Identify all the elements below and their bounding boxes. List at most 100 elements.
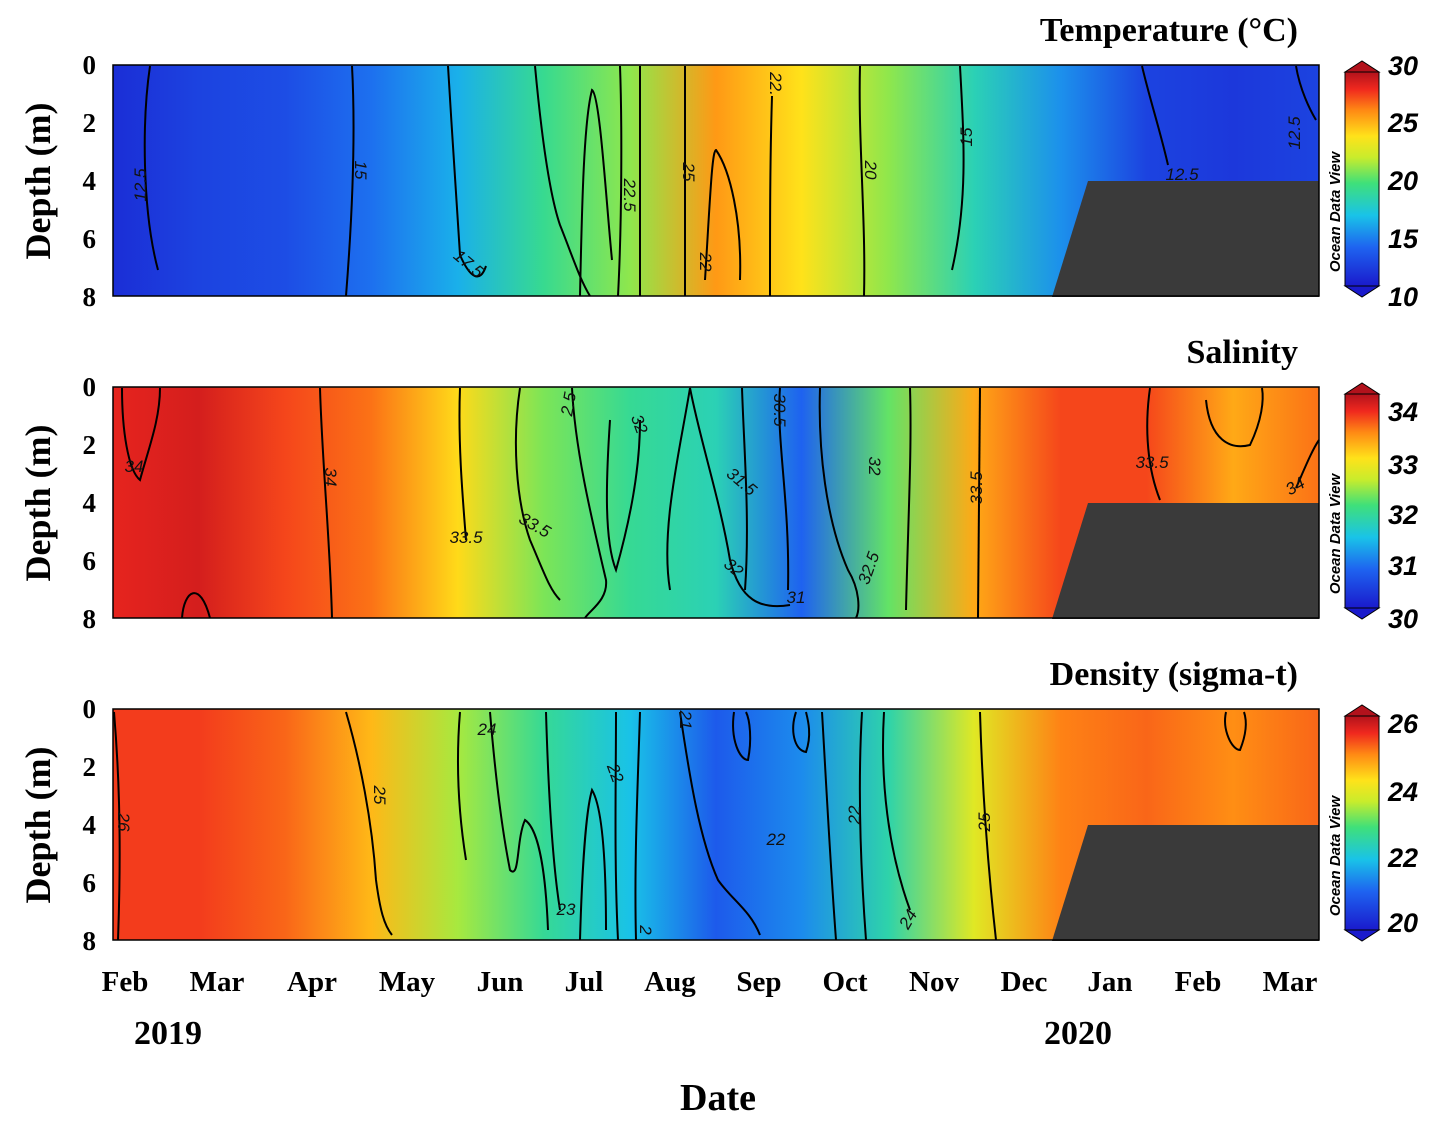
x-tick-label: Nov	[909, 966, 959, 998]
x-tick-label: Oct	[822, 966, 867, 998]
x-tick-label: Sep	[736, 966, 781, 998]
contour-label: 22	[766, 830, 786, 849]
contour-lines	[113, 711, 1247, 941]
x-tick-label: Mar	[190, 966, 245, 998]
contour-label: 12.5	[1285, 116, 1304, 150]
contour-labels: 12.5 15 17.5 22.5 25 22 22. 20 15 12.5 1…	[131, 71, 1304, 282]
contour-label: 21	[676, 710, 695, 730]
contour-label: 25	[975, 812, 994, 832]
colorbar: Ocean Data View 30 25 20 15 10	[1327, 51, 1419, 312]
contour-label: 22.5	[620, 177, 639, 212]
contour-lines	[143, 65, 1317, 297]
y-tick-label: 0	[83, 694, 97, 724]
year-label: 2020	[1044, 1015, 1112, 1052]
colorbar-tick-label: 30	[1388, 604, 1418, 634]
panel-title: Salinity	[1187, 334, 1298, 371]
contour-label: 15	[351, 161, 370, 180]
x-tick-label: Feb	[1175, 966, 1222, 998]
colorbar-tick-label: 34	[1388, 397, 1418, 427]
panel-density: Density (sigma-t) 26 25 24 23 22	[18, 656, 1419, 956]
plot-frame	[112, 386, 1320, 619]
contour-label: 32	[865, 457, 884, 476]
contour-label: 25	[679, 162, 698, 182]
panel-temperature: Temperature (°C) 12.5 15 17.5 22.5 25 22	[18, 12, 1419, 312]
x-tick-label: Dec	[1001, 966, 1048, 998]
contour-lines	[121, 387, 1320, 619]
no-data-region	[1052, 825, 1319, 941]
y-tick-label: 4	[83, 810, 97, 840]
contour-label: 26	[114, 812, 133, 832]
x-tick-label: Jul	[565, 966, 604, 998]
contour-label: 12.5	[131, 168, 150, 202]
contour-label: 22	[845, 805, 864, 825]
y-axis: 0 2 4 6 8 Depth (m)	[18, 50, 96, 312]
colorbar-tick-label: 20	[1387, 166, 1418, 196]
x-tick-label: Mar	[1263, 966, 1318, 998]
contour-label: 33.5	[1135, 453, 1169, 472]
y-axis: 0 2 4 6 8 Depth (m)	[18, 372, 96, 634]
colorbar-tick-label: 31	[1388, 551, 1418, 581]
contour-label: 24	[477, 720, 497, 739]
contour-label: 31	[787, 588, 806, 607]
no-data-region	[1052, 503, 1319, 619]
contour-label: 33.5	[967, 471, 986, 505]
year-label: 2019	[134, 1015, 202, 1052]
y-tick-label: 2	[83, 430, 97, 460]
y-axis-label: Depth (m)	[18, 425, 58, 582]
contour-label: 2	[636, 924, 655, 935]
y-tick-label: 6	[83, 546, 97, 576]
y-tick-label: 6	[83, 224, 97, 254]
y-tick-label: 4	[83, 166, 97, 196]
y-tick-label: 6	[83, 868, 97, 898]
x-tick-label: Jun	[477, 966, 524, 998]
no-data-region	[1052, 181, 1319, 297]
contour-label: 22	[696, 252, 715, 272]
y-tick-label: 0	[83, 372, 97, 402]
contour-labels: 26 25 24 23 22 21 22 22 25 24 2	[114, 710, 994, 936]
y-axis-label: Depth (m)	[18, 747, 58, 904]
colorbar-watermark: Ocean Data View	[1327, 151, 1344, 273]
panel-title: Temperature (°C)	[1040, 12, 1298, 49]
x-tick-label: May	[379, 966, 436, 998]
contour-label: 22.	[766, 71, 785, 96]
colorbar: Ocean Data View 34 33 32 31 30	[1327, 382, 1418, 634]
x-tick-label: Feb	[102, 966, 149, 998]
y-tick-label: 8	[83, 926, 97, 956]
colorbar-tick-label: 30	[1388, 51, 1418, 81]
y-tick-label: 2	[83, 108, 97, 138]
y-tick-label: 4	[83, 488, 97, 518]
plot-frame	[112, 64, 1320, 297]
y-tick-label: 0	[83, 50, 97, 80]
contour-label: 30.5	[770, 393, 789, 427]
colorbar-tick-label: 32	[1388, 500, 1418, 530]
contour-label: 12.5	[1165, 165, 1199, 184]
y-tick-label: 8	[83, 282, 97, 312]
y-tick-label: 2	[83, 752, 97, 782]
x-tick-label: Apr	[287, 966, 337, 998]
contour-label: 20	[861, 160, 880, 180]
colorbar-tick-label: 24	[1387, 777, 1418, 807]
panel-salinity: Salinity 34 34 33.5 33.5 2.5	[18, 334, 1418, 634]
colorbar-watermark: Ocean Data View	[1327, 473, 1344, 595]
colorbar-tick-label: 15	[1388, 224, 1419, 254]
colorbar-tick-label: 26	[1387, 709, 1419, 739]
x-tick-label: Jan	[1087, 966, 1132, 998]
y-axis: 0 2 4 6 8 Depth (m)	[18, 694, 96, 956]
colorbar-tick-label: 22	[1387, 843, 1418, 873]
x-tick-label: Aug	[644, 966, 696, 998]
y-tick-label: 8	[83, 604, 97, 634]
contour-label: 34	[321, 468, 340, 487]
colorbar-tick-label: 10	[1388, 282, 1418, 312]
contour-label: 2.5	[557, 390, 580, 418]
colorbar-watermark: Ocean Data View	[1327, 795, 1344, 917]
contour-label: 34	[125, 457, 144, 476]
contour-label: 23	[556, 900, 576, 919]
plot-frame	[112, 708, 1320, 941]
x-axis: Feb Mar Apr May Jun Jul Aug Sep Oct Nov …	[102, 966, 1318, 1119]
colorbar: Ocean Data View 26 24 22 20	[1327, 704, 1419, 942]
colorbar-tick-label: 20	[1387, 908, 1418, 938]
colorbar-tick-label: 33	[1388, 450, 1418, 480]
contour-label: 15	[957, 127, 976, 146]
contour-label: 33.5	[449, 528, 483, 547]
